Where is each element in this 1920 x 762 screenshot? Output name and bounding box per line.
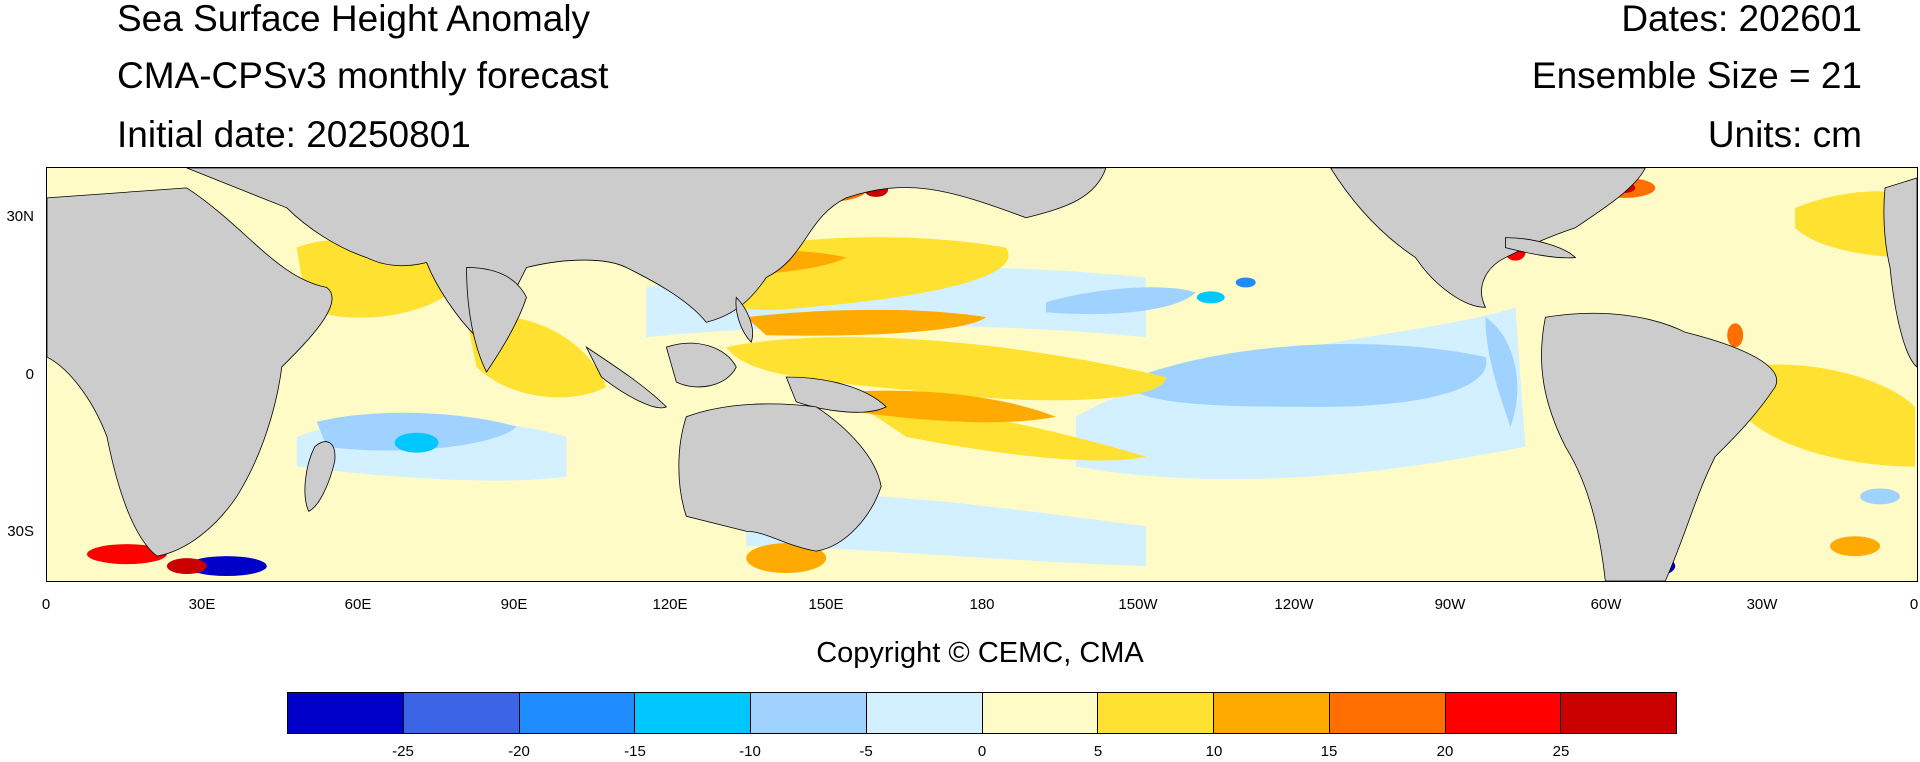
colorbar-swatch bbox=[288, 693, 404, 733]
anomaly-field bbox=[47, 168, 1917, 581]
lon-label: 60W bbox=[1590, 596, 1622, 613]
colorbar-tick-label: -20 bbox=[508, 743, 530, 760]
colorbar-tick-label: -25 bbox=[392, 743, 414, 760]
colorbar-swatch bbox=[1329, 693, 1446, 733]
lon-label: 60E bbox=[344, 596, 372, 613]
colorbar bbox=[287, 692, 1677, 734]
ensemble-size: Ensemble Size = 21 bbox=[1531, 55, 1862, 96]
forecast-dates: Dates: 202601 bbox=[1621, 0, 1862, 39]
lon-label: 150W bbox=[1118, 596, 1158, 613]
lat-label-30s: 30S bbox=[7, 523, 34, 540]
sumatra-land bbox=[585, 345, 668, 409]
units-label: Units: cm bbox=[1707, 114, 1862, 155]
colorbar-tick-label: -5 bbox=[859, 743, 873, 760]
new-guinea-land bbox=[785, 376, 887, 413]
colorbar-tick-label: -15 bbox=[624, 743, 646, 760]
colorbar-swatch bbox=[1561, 693, 1676, 733]
land-masses bbox=[47, 168, 1917, 581]
lon-label: 120E bbox=[652, 596, 688, 613]
lon-label: 120W bbox=[1274, 596, 1314, 613]
colorbar-swatch bbox=[1214, 693, 1330, 733]
south-america-land bbox=[1541, 312, 1778, 581]
lon-label: 90E bbox=[500, 596, 528, 613]
sea-surface-height-map bbox=[46, 167, 1918, 582]
lon-label: 30W bbox=[1746, 596, 1778, 613]
madagascar-land bbox=[304, 441, 336, 512]
colorbar-tick-label: 25 bbox=[1552, 743, 1570, 760]
lat-label-30n: 30N bbox=[6, 208, 34, 225]
colorbar-tick-label: 5 bbox=[1093, 743, 1103, 760]
lon-label: 0 bbox=[1909, 596, 1919, 613]
colorbar-tick-label: 20 bbox=[1436, 743, 1454, 760]
colorbar-swatch bbox=[751, 693, 867, 733]
lon-label: 90W bbox=[1434, 596, 1466, 613]
lon-label: 0 bbox=[41, 596, 51, 613]
philippines-land bbox=[735, 296, 753, 343]
colorbar-swatch bbox=[519, 693, 636, 733]
north-america-land bbox=[1330, 168, 1646, 308]
colorbar-swatch bbox=[866, 693, 983, 733]
lon-label: 180 bbox=[969, 596, 995, 613]
eurasia-land bbox=[186, 168, 1107, 338]
australia-land bbox=[678, 403, 882, 552]
cuba-land bbox=[1505, 237, 1577, 259]
model-subtitle: CMA-CPSv3 monthly forecast bbox=[117, 55, 609, 96]
colorbar-swatch bbox=[1445, 693, 1562, 733]
lon-label: 30E bbox=[188, 596, 216, 613]
lon-label: 150E bbox=[808, 596, 844, 613]
india-land bbox=[466, 267, 527, 373]
colorbar-tick-label: 15 bbox=[1320, 743, 1338, 760]
colorbar-swatch bbox=[1098, 693, 1214, 733]
initial-date: Initial date: 20250801 bbox=[117, 114, 471, 155]
africa-land bbox=[47, 187, 333, 557]
copyright-notice: Copyright © CEMC, CMA bbox=[816, 637, 1144, 669]
colorbar-swatch bbox=[982, 693, 1099, 733]
map-title: Sea Surface Height Anomaly bbox=[117, 0, 591, 39]
colorbar-tick-label: -10 bbox=[739, 743, 761, 760]
colorbar-swatch bbox=[635, 693, 751, 733]
africa-west-edge bbox=[1883, 177, 1917, 368]
colorbar-swatch bbox=[403, 693, 520, 733]
colorbar-tick-label: 0 bbox=[977, 743, 987, 760]
colorbar-tick-label: 10 bbox=[1205, 743, 1223, 760]
borneo-land bbox=[665, 342, 737, 388]
lat-label-equator: 0 bbox=[25, 366, 34, 383]
